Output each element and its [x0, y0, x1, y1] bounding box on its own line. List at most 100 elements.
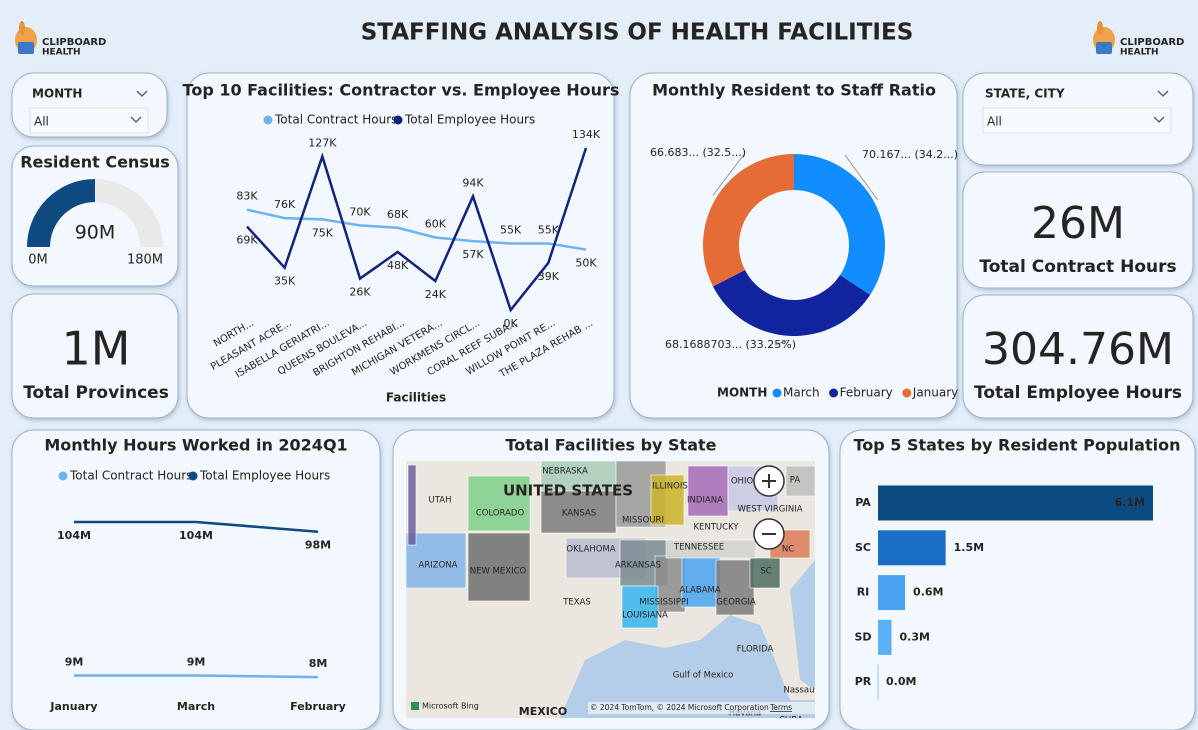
map-label: KENTUCKY	[693, 523, 739, 533]
slicer-value: All	[987, 115, 1002, 129]
bar	[878, 619, 892, 655]
data-label: 68K	[387, 208, 409, 221]
data-label: 35K	[274, 275, 296, 288]
logo-icon	[1096, 42, 1112, 54]
chart-title: Monthly Hours Worked in 2024Q1	[44, 436, 347, 455]
bar	[878, 530, 946, 566]
legend-marker	[902, 388, 912, 398]
data-label: 104M	[179, 529, 213, 542]
map-label: GEORGIA	[716, 598, 756, 608]
data-label: 24K	[425, 288, 447, 301]
kpi-label: Total Employee Hours	[974, 383, 1182, 403]
map-region	[407, 464, 417, 546]
data-label: 60K	[425, 217, 447, 230]
legend-label: March	[783, 386, 820, 400]
data-label: 104M	[57, 529, 91, 542]
logo-icon	[1097, 21, 1103, 35]
kpi-value: 1M	[62, 322, 131, 376]
data-label: 94K	[462, 176, 484, 189]
attribution: © 2024 TomTom, © 2024 Microsoft Corporat…	[590, 703, 769, 712]
chevron	[1157, 90, 1169, 97]
panel	[11, 293, 179, 419]
map-label: ARIZONA	[419, 561, 458, 571]
bar	[878, 575, 906, 611]
legend-label: Total Employee Hours	[199, 469, 330, 483]
bar	[878, 485, 1153, 521]
panel	[186, 72, 615, 419]
data-label: 75K	[312, 226, 334, 239]
map-label: MISSISSIPPI	[639, 598, 688, 608]
data-label: 83K	[236, 190, 258, 203]
attribution-bg	[588, 702, 815, 714]
map-label: TENNESSEE	[673, 543, 724, 553]
chart-title: Top 5 States by Resident Population	[854, 436, 1181, 455]
chart-title: Resident Census	[20, 153, 170, 172]
map-label: UNITED STATES	[503, 482, 633, 500]
y-tick-label: SC	[855, 541, 871, 554]
panel	[629, 72, 958, 419]
map-label: PA	[790, 476, 801, 486]
data-label: 0.0M	[886, 675, 916, 688]
page-title: STAFFING ANALYSIS OF HEALTH FACILITIES	[361, 20, 914, 46]
map-label: CUBA	[779, 716, 803, 726]
map-label: FLORIDA	[737, 645, 774, 655]
data-label: 70K	[349, 205, 371, 218]
data-label: 9M	[65, 655, 84, 668]
y-tick-label: RI	[857, 586, 870, 599]
terms-link[interactable]: Terms	[769, 703, 792, 712]
panel	[962, 171, 1194, 289]
legend-label: January	[912, 386, 959, 400]
data-label: 127K	[308, 136, 337, 149]
map-region	[621, 585, 659, 629]
chart-title: Total Facilities by State	[505, 436, 716, 455]
chevron	[136, 90, 148, 97]
map-label: Gulf of Mexico	[673, 671, 734, 681]
donut-slice	[794, 154, 886, 295]
map-region	[749, 557, 781, 589]
data-label: 39K	[538, 270, 560, 283]
leader-line	[844, 154, 878, 201]
provider: Microsoft Bing	[422, 702, 479, 711]
data-label: 70.167... (34.2...)	[862, 148, 958, 161]
logo-sub: HEALTH	[1120, 48, 1159, 58]
map-region	[687, 465, 729, 517]
map-label: KANSAS	[562, 509, 596, 519]
x-axis-label: Facilities	[386, 391, 446, 405]
legend-marker	[393, 115, 403, 125]
data-label: 9M	[187, 655, 206, 668]
slicer-label: MONTH	[32, 87, 82, 101]
data-label: 8M	[309, 657, 328, 670]
legend-label: Total Employee Hours	[404, 113, 535, 127]
logo-name: CLIPBOARD	[42, 37, 106, 48]
kpi-label: Total Contract Hours	[979, 257, 1176, 277]
panel	[11, 429, 381, 730]
line-series	[74, 520, 319, 533]
slicer-dropdown[interactable]	[29, 107, 149, 134]
map-label: NEW MEXICO	[470, 567, 527, 577]
map: UNITED STATES NEBRASKA UTAH COLORADO KANSAS M…	[406, 461, 815, 726]
map-region	[654, 555, 686, 613]
map-region	[665, 539, 757, 559]
data-label: 0.6M	[913, 586, 943, 599]
leader-line	[712, 152, 746, 196]
map-region	[785, 465, 815, 497]
panel	[11, 145, 179, 287]
map-region	[540, 461, 617, 492]
legend-label: Total Contract Hours	[274, 113, 397, 127]
slicer-dropdown[interactable]	[982, 107, 1172, 134]
data-label: 57K	[462, 248, 484, 261]
data-label: 0.3M	[900, 630, 930, 643]
x-tick-label: March	[177, 700, 215, 713]
map-label: TEXAS	[562, 598, 591, 608]
chevron	[130, 116, 142, 123]
legend-marker	[263, 115, 273, 125]
kpi-value: 26M	[1031, 198, 1125, 249]
map-label: UTAH	[429, 496, 452, 506]
data-label: 0K	[504, 317, 519, 330]
slicer-value: All	[34, 115, 49, 129]
data-label: 134K	[572, 128, 601, 141]
donut-slice	[712, 270, 871, 336]
logo-icon	[18, 42, 34, 54]
legend-label: February	[840, 386, 893, 400]
y-tick-label: PA	[855, 496, 871, 509]
